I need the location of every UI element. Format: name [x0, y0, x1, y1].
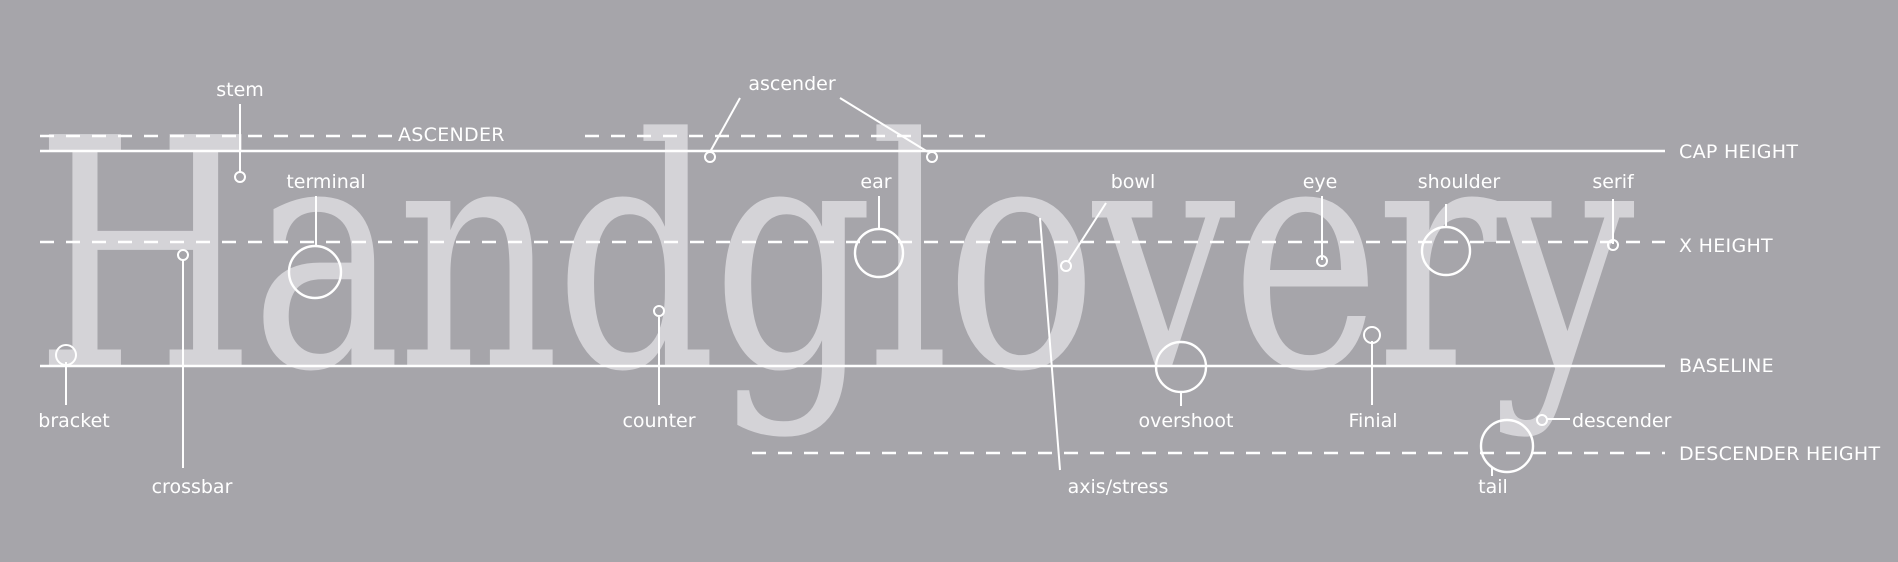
overshoot-label: overshoot [1138, 410, 1233, 432]
finial-label: Finial [1348, 410, 1397, 432]
ascender-dot-left [704, 151, 716, 163]
leader-lines [65, 97, 1614, 476]
ascender-leader-left [709, 97, 741, 153]
specimen-word: Handglovery [35, 71, 1634, 441]
axis-stress-label: axis/stress [1068, 476, 1169, 498]
cap-height-label: CAP HEIGHT [1679, 141, 1798, 163]
ascender-guide-label: ASCENDER [398, 124, 505, 146]
baseline-label: BASELINE [1679, 355, 1774, 377]
x-height-label: X HEIGHT [1679, 235, 1773, 257]
counter-label: counter [622, 410, 695, 432]
eye-label: eye [1303, 171, 1338, 193]
ascender-leader-right [839, 97, 929, 153]
ascender-label: ascender [748, 73, 835, 95]
serif-dot [1607, 239, 1619, 251]
serif-label: serif [1592, 171, 1635, 193]
tail-ring [1479, 418, 1535, 474]
counter-dot [653, 305, 665, 317]
guide-lines [40, 134, 1665, 455]
guide-labels: ASCENDER CAP HEIGHT X HEIGHT BASELINE DE… [398, 124, 1880, 465]
bowl-leader [1067, 202, 1107, 263]
bowl-label: bowl [1111, 171, 1156, 193]
ascender-dot-right [926, 151, 938, 163]
terminal-label: terminal [286, 171, 365, 193]
stem-label: stem [216, 79, 264, 101]
crossbar-dot [177, 249, 189, 261]
descender-height-label: DESCENDER HEIGHT [1679, 443, 1880, 465]
crossbar-label: crossbar [152, 476, 233, 498]
ear-label: ear [860, 171, 891, 193]
anatomy-labels: stem terminal bracket crossbar counter a… [38, 73, 1671, 498]
tail-label: tail [1478, 476, 1508, 498]
bracket-label: bracket [38, 410, 109, 432]
axis-leader [1039, 217, 1061, 471]
eye-dot [1316, 255, 1328, 267]
finial-dot [1363, 326, 1381, 344]
descender-dot [1536, 414, 1548, 426]
bracket-dot [55, 344, 77, 366]
anchor-dots [55, 151, 1619, 426]
bowl-dot [1060, 260, 1072, 272]
stem-dot [234, 171, 246, 183]
shoulder-label: shoulder [1418, 171, 1501, 193]
descender-label: descender [1572, 410, 1672, 432]
